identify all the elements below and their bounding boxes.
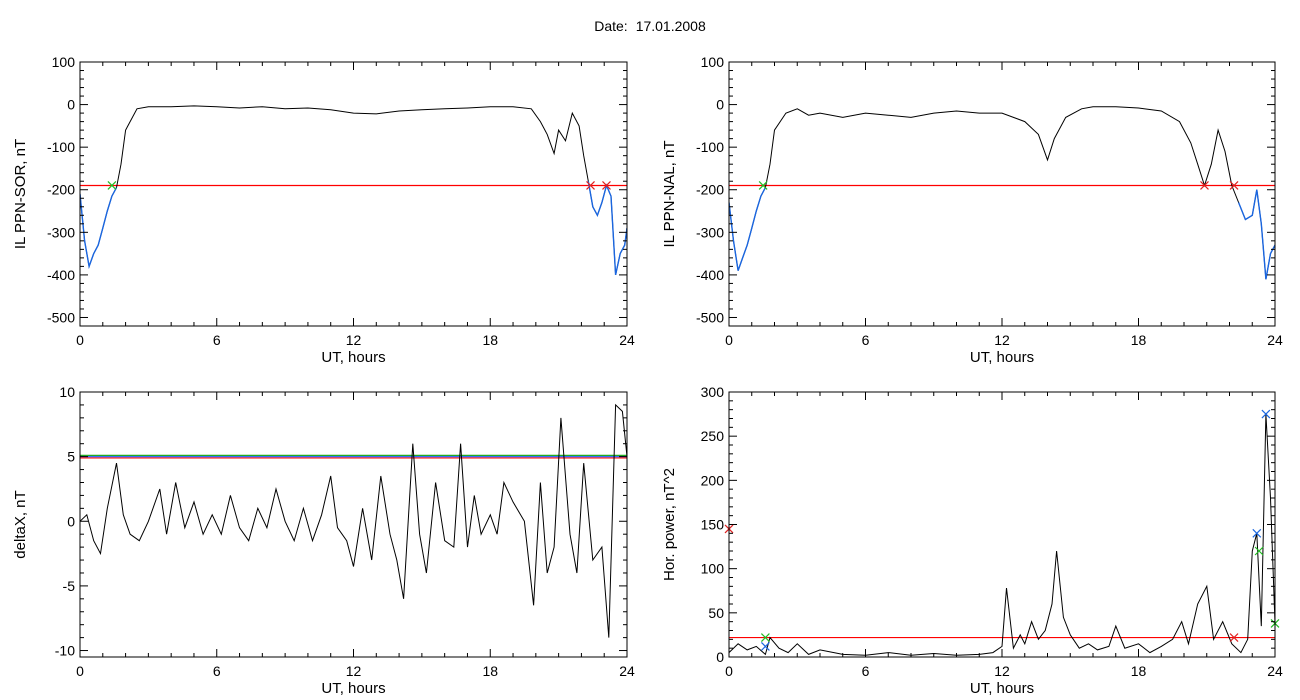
y-tick-label: -200 [47, 182, 75, 198]
x-tick-label: 6 [862, 663, 870, 679]
x-tick-label: 6 [862, 332, 870, 348]
marker-cross [1252, 528, 1262, 538]
series-line [80, 105, 627, 276]
x-tick-label: 12 [994, 332, 1010, 348]
x-tick-label: 18 [482, 332, 498, 348]
x-tick-label: 18 [1131, 663, 1147, 679]
marker-cross [602, 181, 611, 190]
marker-cross [1200, 181, 1209, 190]
y-axis-label: Hor. power, nT^2 [661, 468, 678, 581]
y-axis-label: IL PPN-SOR, nT [12, 139, 29, 249]
x-tick-label: 12 [346, 663, 362, 679]
date-value: 17.01.2008 [635, 18, 706, 34]
chart-panel-1: 0 6 12 18 24 100 0 -100 -200 -300 -400 -500 UT, hour… [12, 54, 635, 366]
chart-panel-3: 0 6 12 18 24 10 5 0 -5 -10 UT, hours deltaX, nT [12, 384, 635, 697]
y-tick-label: 0 [716, 649, 724, 665]
y-tick-label: 100 [701, 54, 725, 70]
x-tick-label: 12 [994, 663, 1010, 679]
plot-frame [79, 391, 628, 658]
x-tick-label: 0 [76, 332, 84, 348]
highlight-segment [80, 187, 118, 270]
marker-cross [1229, 633, 1239, 642]
y-tick-label: 200 [701, 472, 725, 488]
y-tick-label: 0 [67, 513, 75, 529]
y-tick-label: -200 [696, 182, 724, 198]
y-tick-label: -100 [696, 139, 724, 155]
x-axis-label: UT, hours [321, 680, 385, 697]
x-tick-label: 18 [1131, 332, 1147, 348]
y-tick-label: 0 [67, 97, 75, 113]
x-tick-label: 12 [346, 332, 362, 348]
marker-cross [1261, 409, 1271, 419]
marker-stroke [1252, 528, 1262, 538]
y-tick-label: 250 [701, 428, 725, 444]
marker-stroke [1229, 633, 1239, 642]
x-tick-label: 6 [213, 663, 221, 679]
y-tick-label: -500 [696, 309, 724, 325]
series-line [729, 414, 1275, 656]
chart-panel-4: 0 6 12 18 24 300 250 200 150 100 50 0 UT, hours Hor. … [661, 384, 1283, 697]
plot-frame [728, 391, 1276, 658]
x-tick-label: 18 [482, 663, 498, 679]
y-tick-label: -100 [47, 139, 75, 155]
marker-cross [1254, 546, 1264, 556]
y-tick-label: 300 [701, 384, 725, 400]
marker-cross [760, 633, 770, 642]
x-tick-label: 0 [725, 663, 733, 679]
marker-cross [107, 181, 117, 190]
y-axis-label: deltaX, nT [12, 490, 29, 558]
x-tick-label: 24 [1267, 663, 1283, 679]
x-axis-label: UT, hours [970, 680, 1034, 697]
marker-stroke [602, 181, 611, 190]
marker-cross [1229, 181, 1239, 190]
series-line [80, 403, 627, 638]
marker-stroke [1254, 546, 1264, 556]
marker-stroke [760, 641, 770, 651]
y-tick-label: -5 [63, 578, 76, 594]
marker-stroke [107, 181, 117, 190]
marker-stroke [760, 633, 770, 642]
y-tick-label: -300 [696, 224, 724, 240]
marker-stroke [1229, 181, 1239, 190]
marker-cross [758, 181, 768, 190]
x-axis-label: UT, hours [321, 349, 385, 366]
plot-frame [79, 61, 628, 327]
y-tick-label: 150 [701, 517, 725, 533]
x-axis-label: UT, hours [970, 349, 1034, 366]
marker-stroke [586, 181, 595, 190]
y-axis-label: IL PPN-NAL, nT [661, 141, 678, 248]
x-tick-label: 24 [619, 663, 635, 679]
highlight-segment [587, 181, 627, 276]
y-tick-label: 50 [708, 605, 724, 621]
marker-stroke [758, 181, 768, 190]
marker-stroke [1200, 181, 1209, 190]
y-tick-label: -400 [47, 267, 75, 283]
marker-cross [760, 641, 770, 651]
y-tick-label: -10 [55, 643, 75, 659]
y-tick-label: 100 [52, 54, 76, 70]
x-tick-label: 0 [76, 663, 84, 679]
y-tick-label: -300 [47, 224, 75, 240]
chart-panel-2: 0 6 12 18 24 100 0 -100 -200 -300 -400 -500 UT, hour… [661, 54, 1283, 366]
series-line [729, 106, 1275, 280]
y-tick-label: -500 [47, 309, 75, 325]
marker-cross [586, 181, 595, 190]
plot-frame [728, 61, 1276, 327]
y-tick-label: 100 [701, 561, 725, 577]
x-tick-label: 0 [725, 332, 733, 348]
y-tick-label: 10 [59, 384, 75, 400]
y-tick-label: 5 [67, 449, 75, 465]
y-tick-label: -400 [696, 267, 724, 283]
y-tick-label: 0 [716, 97, 724, 113]
x-tick-label: 24 [1267, 332, 1283, 348]
date-label: Date: [594, 18, 628, 34]
highlight-segment [1237, 189, 1275, 280]
date-title: Date: 17.01.2008 [0, 18, 1300, 34]
marker-stroke [1261, 409, 1271, 419]
x-tick-label: 6 [213, 332, 221, 348]
highlight-segment [729, 187, 767, 271]
x-tick-label: 24 [619, 332, 635, 348]
